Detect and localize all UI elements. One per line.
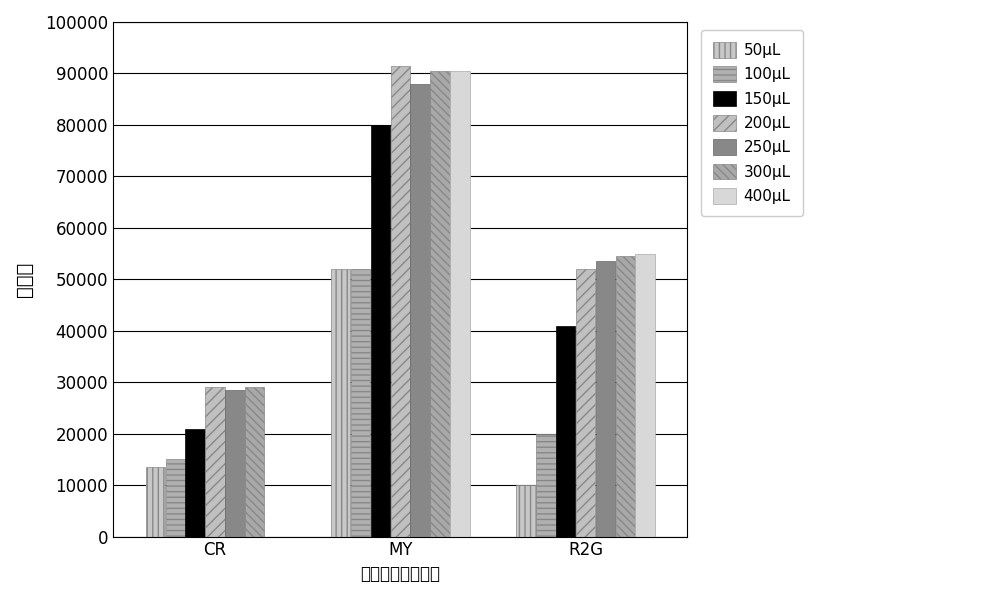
- Bar: [596, 261, 615, 536]
- Legend: 50μL, 100μL, 150μL, 200μL, 250μL, 300μL, 400μL: 50μL, 100μL, 150μL, 200μL, 250μL, 300μL,…: [701, 30, 803, 216]
- Bar: [450, 71, 470, 536]
- Bar: [616, 256, 635, 536]
- Bar: [245, 388, 264, 536]
- Bar: [556, 325, 575, 536]
- Bar: [331, 269, 350, 536]
- Bar: [371, 125, 390, 536]
- Bar: [146, 467, 165, 536]
- Bar: [430, 71, 450, 536]
- Bar: [351, 269, 370, 536]
- Bar: [635, 254, 655, 536]
- Bar: [166, 459, 185, 536]
- Bar: [391, 66, 410, 536]
- X-axis label: 非法添加工业染料: 非法添加工业染料: [360, 565, 440, 583]
- Y-axis label: 峰面积: 峰面积: [15, 262, 34, 297]
- Bar: [516, 485, 536, 536]
- Bar: [576, 269, 595, 536]
- Bar: [536, 434, 556, 536]
- Bar: [185, 429, 205, 536]
- Bar: [410, 84, 430, 536]
- Bar: [225, 390, 245, 536]
- Bar: [205, 388, 225, 536]
